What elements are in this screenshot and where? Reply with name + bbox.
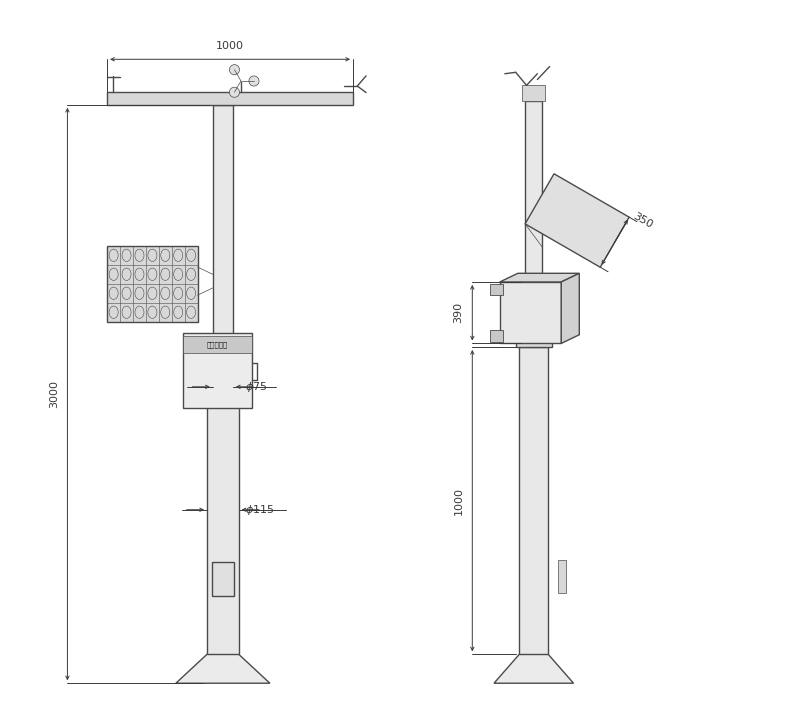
Bar	[522, 85, 546, 101]
Polygon shape	[562, 273, 579, 343]
Text: 环境监测站: 环境监测站	[207, 341, 228, 348]
Polygon shape	[176, 654, 270, 683]
Text: 1000: 1000	[216, 40, 244, 51]
Text: $\phi$75: $\phi$75	[245, 380, 267, 394]
Bar	[519, 347, 548, 654]
Bar	[202, 334, 243, 347]
Bar	[490, 283, 502, 295]
Polygon shape	[525, 174, 629, 268]
Bar	[207, 347, 238, 654]
Bar	[525, 101, 542, 334]
Bar	[500, 282, 562, 343]
Bar	[107, 92, 353, 105]
Polygon shape	[494, 654, 574, 683]
Bar	[183, 333, 252, 408]
Text: 390: 390	[454, 302, 464, 323]
Text: $\phi$115: $\phi$115	[245, 502, 274, 517]
Bar	[107, 246, 198, 322]
Text: 350: 350	[631, 211, 654, 230]
Bar	[558, 560, 566, 593]
Polygon shape	[500, 273, 579, 282]
Text: 1000: 1000	[454, 487, 464, 515]
Bar	[516, 334, 552, 347]
Bar	[212, 562, 234, 596]
Circle shape	[249, 76, 259, 86]
Text: 3000: 3000	[49, 380, 58, 408]
Bar	[213, 105, 233, 334]
Bar	[183, 336, 252, 353]
Circle shape	[230, 64, 239, 74]
Bar	[490, 330, 502, 342]
Circle shape	[230, 87, 239, 98]
